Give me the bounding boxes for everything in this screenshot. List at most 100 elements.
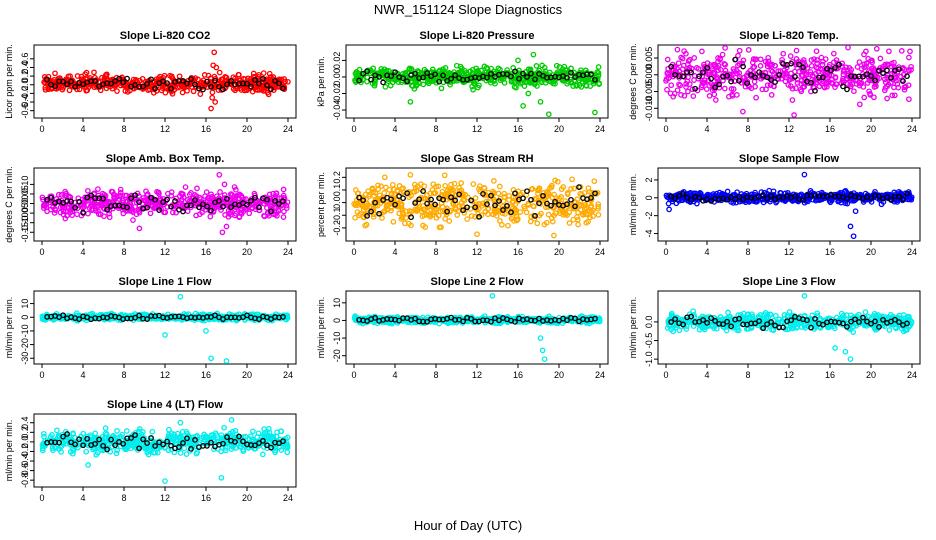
points-group bbox=[663, 44, 914, 118]
x-tick-label: 8 bbox=[121, 124, 126, 134]
data-point bbox=[352, 214, 358, 221]
data-point bbox=[153, 76, 160, 83]
data-point bbox=[726, 93, 732, 100]
data-point bbox=[714, 76, 721, 83]
data-point bbox=[888, 63, 895, 70]
x-tick-label: 8 bbox=[433, 370, 438, 380]
x-tick-label: 8 bbox=[745, 370, 750, 380]
data-point bbox=[734, 92, 740, 98]
data-point bbox=[745, 47, 752, 53]
points-group bbox=[41, 49, 291, 112]
x-tick-label: 0 bbox=[663, 247, 668, 257]
mean-point bbox=[120, 79, 126, 86]
mean-point bbox=[420, 74, 426, 81]
y-tick-label: 10 bbox=[332, 298, 342, 308]
mean-point bbox=[904, 73, 910, 80]
mean-point bbox=[788, 60, 794, 67]
data-point bbox=[576, 77, 583, 84]
data-point bbox=[552, 80, 558, 87]
x-tick-label: 24 bbox=[907, 370, 917, 380]
data-point bbox=[246, 210, 253, 217]
data-point bbox=[856, 59, 863, 65]
data-point bbox=[74, 211, 80, 218]
outlier-point bbox=[847, 223, 854, 230]
mean-point bbox=[524, 74, 530, 80]
x-tick-label: 0 bbox=[351, 370, 356, 380]
mean-point bbox=[692, 85, 698, 92]
y-axis-label: Licor ppm per min. bbox=[4, 44, 14, 119]
data-point bbox=[678, 92, 684, 98]
data-point bbox=[190, 88, 197, 95]
data-point bbox=[545, 211, 552, 218]
data-point bbox=[179, 89, 186, 96]
mean-point bbox=[72, 83, 78, 90]
data-point bbox=[906, 54, 912, 61]
x-tick-label: 8 bbox=[433, 124, 438, 134]
x-tick-label: 20 bbox=[242, 124, 252, 134]
mean-point bbox=[880, 70, 886, 77]
data-point bbox=[176, 73, 183, 80]
data-point bbox=[706, 93, 713, 99]
mean-point bbox=[208, 84, 214, 90]
outlier-point bbox=[541, 356, 548, 363]
outlier-point bbox=[208, 355, 214, 362]
outlier-point bbox=[489, 292, 496, 299]
data-point bbox=[721, 60, 728, 67]
data-point bbox=[525, 66, 532, 73]
mean-point bbox=[392, 69, 398, 76]
x-tick-label: 4 bbox=[80, 247, 85, 257]
x-tick-label: 12 bbox=[160, 124, 170, 134]
data-point bbox=[147, 210, 154, 217]
data-point bbox=[505, 222, 511, 229]
mean-point bbox=[216, 83, 222, 90]
data-point bbox=[280, 214, 287, 220]
y-tick-label: 0.10 bbox=[20, 176, 30, 194]
data-point bbox=[683, 84, 689, 90]
data-point bbox=[184, 208, 191, 215]
data-point bbox=[446, 70, 453, 76]
data-point bbox=[83, 69, 90, 76]
x-tick-label: 24 bbox=[595, 247, 605, 257]
outlier-point bbox=[791, 112, 797, 118]
data-point bbox=[210, 83, 217, 90]
data-point bbox=[595, 64, 602, 70]
data-point bbox=[793, 61, 800, 68]
data-point bbox=[470, 86, 476, 93]
outlier-point bbox=[213, 64, 220, 71]
y-tick-label: 2 bbox=[644, 177, 654, 182]
x-tick-label: 8 bbox=[433, 247, 438, 257]
x-tick-label: 4 bbox=[704, 124, 709, 134]
points-group bbox=[351, 171, 602, 239]
mean-point bbox=[808, 79, 814, 86]
mean-point bbox=[528, 70, 534, 77]
x-tick-label: 24 bbox=[283, 370, 293, 380]
outlier-point bbox=[530, 51, 537, 58]
data-point bbox=[260, 87, 267, 94]
data-point bbox=[496, 183, 503, 190]
mean-point bbox=[592, 76, 598, 83]
data-point bbox=[281, 76, 288, 82]
x-tick-label: 4 bbox=[80, 370, 85, 380]
y-tick-label: -0.05 bbox=[20, 203, 30, 224]
outlier-point bbox=[525, 90, 532, 97]
y-tick-label: -0.5 bbox=[644, 333, 654, 349]
data-point bbox=[811, 56, 817, 62]
mean-point bbox=[124, 75, 130, 82]
data-point bbox=[901, 86, 908, 93]
y-tick-label: 0.0 bbox=[20, 78, 30, 91]
data-point bbox=[736, 47, 743, 54]
data-point bbox=[367, 67, 373, 74]
mean-point bbox=[520, 70, 526, 77]
data-point bbox=[768, 67, 774, 74]
data-point bbox=[446, 218, 453, 224]
data-point bbox=[65, 73, 72, 80]
mean-point bbox=[400, 195, 406, 202]
plot-frame bbox=[345, 290, 609, 365]
data-point bbox=[402, 70, 409, 76]
mean-point bbox=[180, 78, 186, 84]
mean-point bbox=[516, 75, 522, 82]
mean-point bbox=[876, 67, 882, 74]
data-point bbox=[728, 86, 735, 92]
data-point bbox=[740, 57, 747, 64]
